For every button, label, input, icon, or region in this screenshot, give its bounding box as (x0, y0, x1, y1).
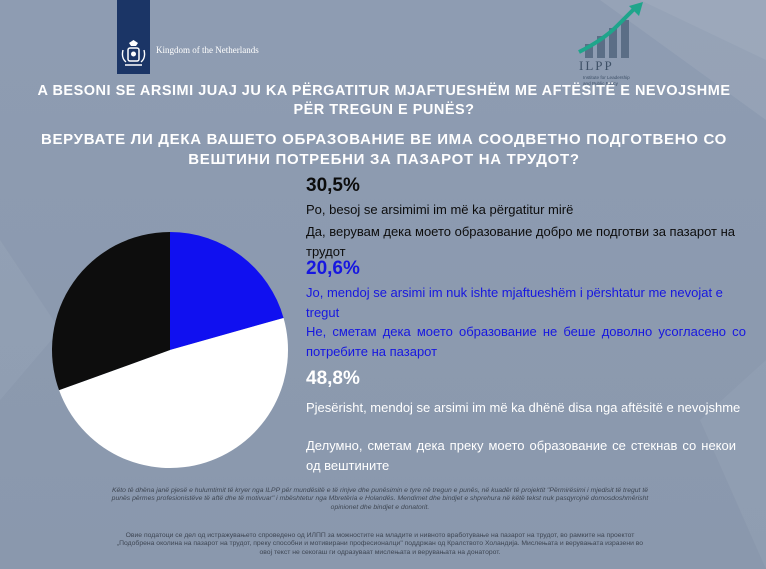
footer-macedonian: Овие податоци се дел од истражувањето сп… (116, 532, 644, 556)
netherlands-coat-of-arms-icon (121, 40, 146, 66)
slice-2-value: 20,6% (306, 258, 360, 279)
slice-2-label-albanian: Jo, mendoj se arsimi im nuk ishte mjaftu… (306, 285, 723, 320)
slice-1-label-macedonian: Да, верувам дека моето образование добро… (306, 224, 736, 259)
question-albanian: A BESONI SE ARSIMI JUAJ JU KA PËRGATITUR… (37, 83, 731, 118)
slice-2-label-macedonian: Не, сметам дека моето образование не беш… (306, 324, 746, 359)
ilpp-subtitle-1: Institute for Leadership (583, 75, 630, 80)
slice-1-label-albanian: Po, besoj se arsimimi im më ka përgatitu… (306, 202, 574, 217)
question-macedonian: ВЕРУВАТЕ ЛИ ДЕКА ВАШЕТО ОБРАЗОВАНИЕ ВЕ И… (40, 131, 728, 168)
pie-slice-3 (59, 317, 289, 469)
ilpp-logo: ILPP Institute for Leadership and Public… (578, 2, 643, 86)
ilpp-logo-text: ILPP (579, 58, 614, 73)
kingdom-label: Kingdom of the Netherlands (156, 45, 259, 55)
slice-3-value: 48,8% (306, 368, 360, 389)
slice-1-value: 30,5% (306, 175, 360, 196)
slice-3-label-albanian: Pjesërisht, mendoj se arsimi im më ka dh… (306, 400, 741, 415)
pie-chart (51, 232, 289, 469)
pie-slice-1 (51, 232, 170, 391)
ilpp-subtitle-2: and Public Policy (583, 81, 619, 86)
slice-3-label-macedonian: Делумно, сметам дека преку моето образов… (306, 438, 736, 473)
pie-slice-2 (170, 232, 284, 350)
footer-albanian: Këto të dhëna janë pjesë e hulumtimit të… (111, 487, 649, 511)
